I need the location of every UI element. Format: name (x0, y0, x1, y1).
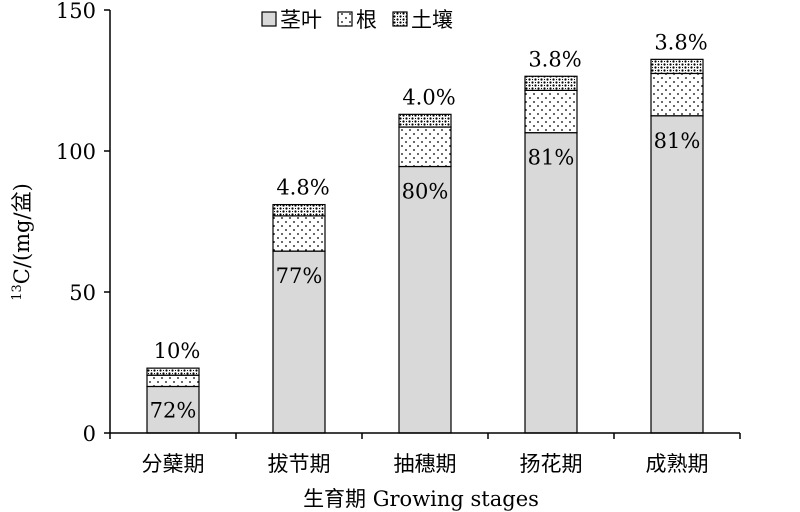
bar-segment-1-cat-4 (524, 132, 578, 434)
category-label-1: 分蘖期 (142, 452, 205, 476)
y-tick-label-3: 100 (56, 140, 96, 164)
legend-swatch-2 (337, 11, 353, 27)
bar-segment-1-cat-3 (398, 165, 452, 434)
legend-label-2: 根 (356, 8, 377, 32)
bar-segment-1-cat-2 (272, 250, 326, 434)
legend-swatch-1 (261, 11, 277, 27)
top-label-5: 3.8% (654, 30, 707, 54)
bar-segment-3-cat-5 (650, 58, 704, 75)
category-label-4: 扬花期 (520, 452, 583, 476)
y-axis-title-superscript: 13 (10, 284, 25, 301)
y-tick-label-1: 0 (83, 422, 96, 446)
x-axis-title: 生育期 Growing stages (303, 487, 539, 511)
y-axis-title-text: C/(mg/盆) (10, 183, 34, 284)
legend: 茎叶 根 土壤 (261, 8, 453, 32)
bar-segment-2-cat-5 (650, 72, 704, 117)
legend-swatch-3 (392, 11, 408, 27)
inside-label-1: 72% (150, 399, 197, 423)
category-label-2: 拔节期 (268, 452, 331, 476)
inside-label-2: 77% (276, 264, 323, 288)
bars-layer (146, 58, 704, 434)
bar-segment-1-cat-1 (146, 385, 200, 434)
bar-segment-1-cat-5 (650, 115, 704, 434)
category-label-5: 成熟期 (646, 452, 709, 476)
svg-text:13C/(mg/盆): 13C/(mg/盆) (10, 183, 34, 301)
bar-segment-2-cat-2 (272, 215, 326, 252)
category-label-3: 抽穗期 (394, 452, 457, 476)
inside-label-5: 81% (654, 129, 701, 153)
bar-segment-3-cat-2 (272, 203, 326, 217)
top-label-1: 10% (154, 339, 201, 363)
bar-segment-3-cat-4 (524, 75, 578, 91)
axes-layer: 0 50 100 150 分蘖期 拔节期 抽穗期 扬花期 成熟期 (56, 0, 741, 476)
top-label-3: 4.0% (402, 85, 455, 109)
y-axis-title: 13C/(mg/盆) (10, 183, 34, 301)
top-label-4: 3.8% (528, 47, 581, 71)
labels-layer: 72% 10% 77% 4.8% 80% 4.0% 81% 3.8% 81% 3.8% (150, 30, 708, 422)
inside-label-4: 81% (528, 146, 575, 170)
bar-segment-3-cat-3 (398, 113, 452, 128)
y-tick-label-4: 150 (56, 0, 96, 23)
bar-segment-2-cat-3 (398, 126, 452, 168)
bar-segment-2-cat-4 (524, 89, 578, 134)
bar-segment-2-cat-1 (146, 374, 200, 388)
bar-segment-3-cat-1 (146, 367, 200, 376)
y-tick-label-2: 50 (69, 281, 96, 305)
inside-label-3: 80% (402, 180, 449, 204)
top-label-2: 4.8% (276, 176, 329, 200)
legend-label-1: 茎叶 (280, 8, 322, 32)
legend-label-3: 土壤 (411, 8, 453, 32)
